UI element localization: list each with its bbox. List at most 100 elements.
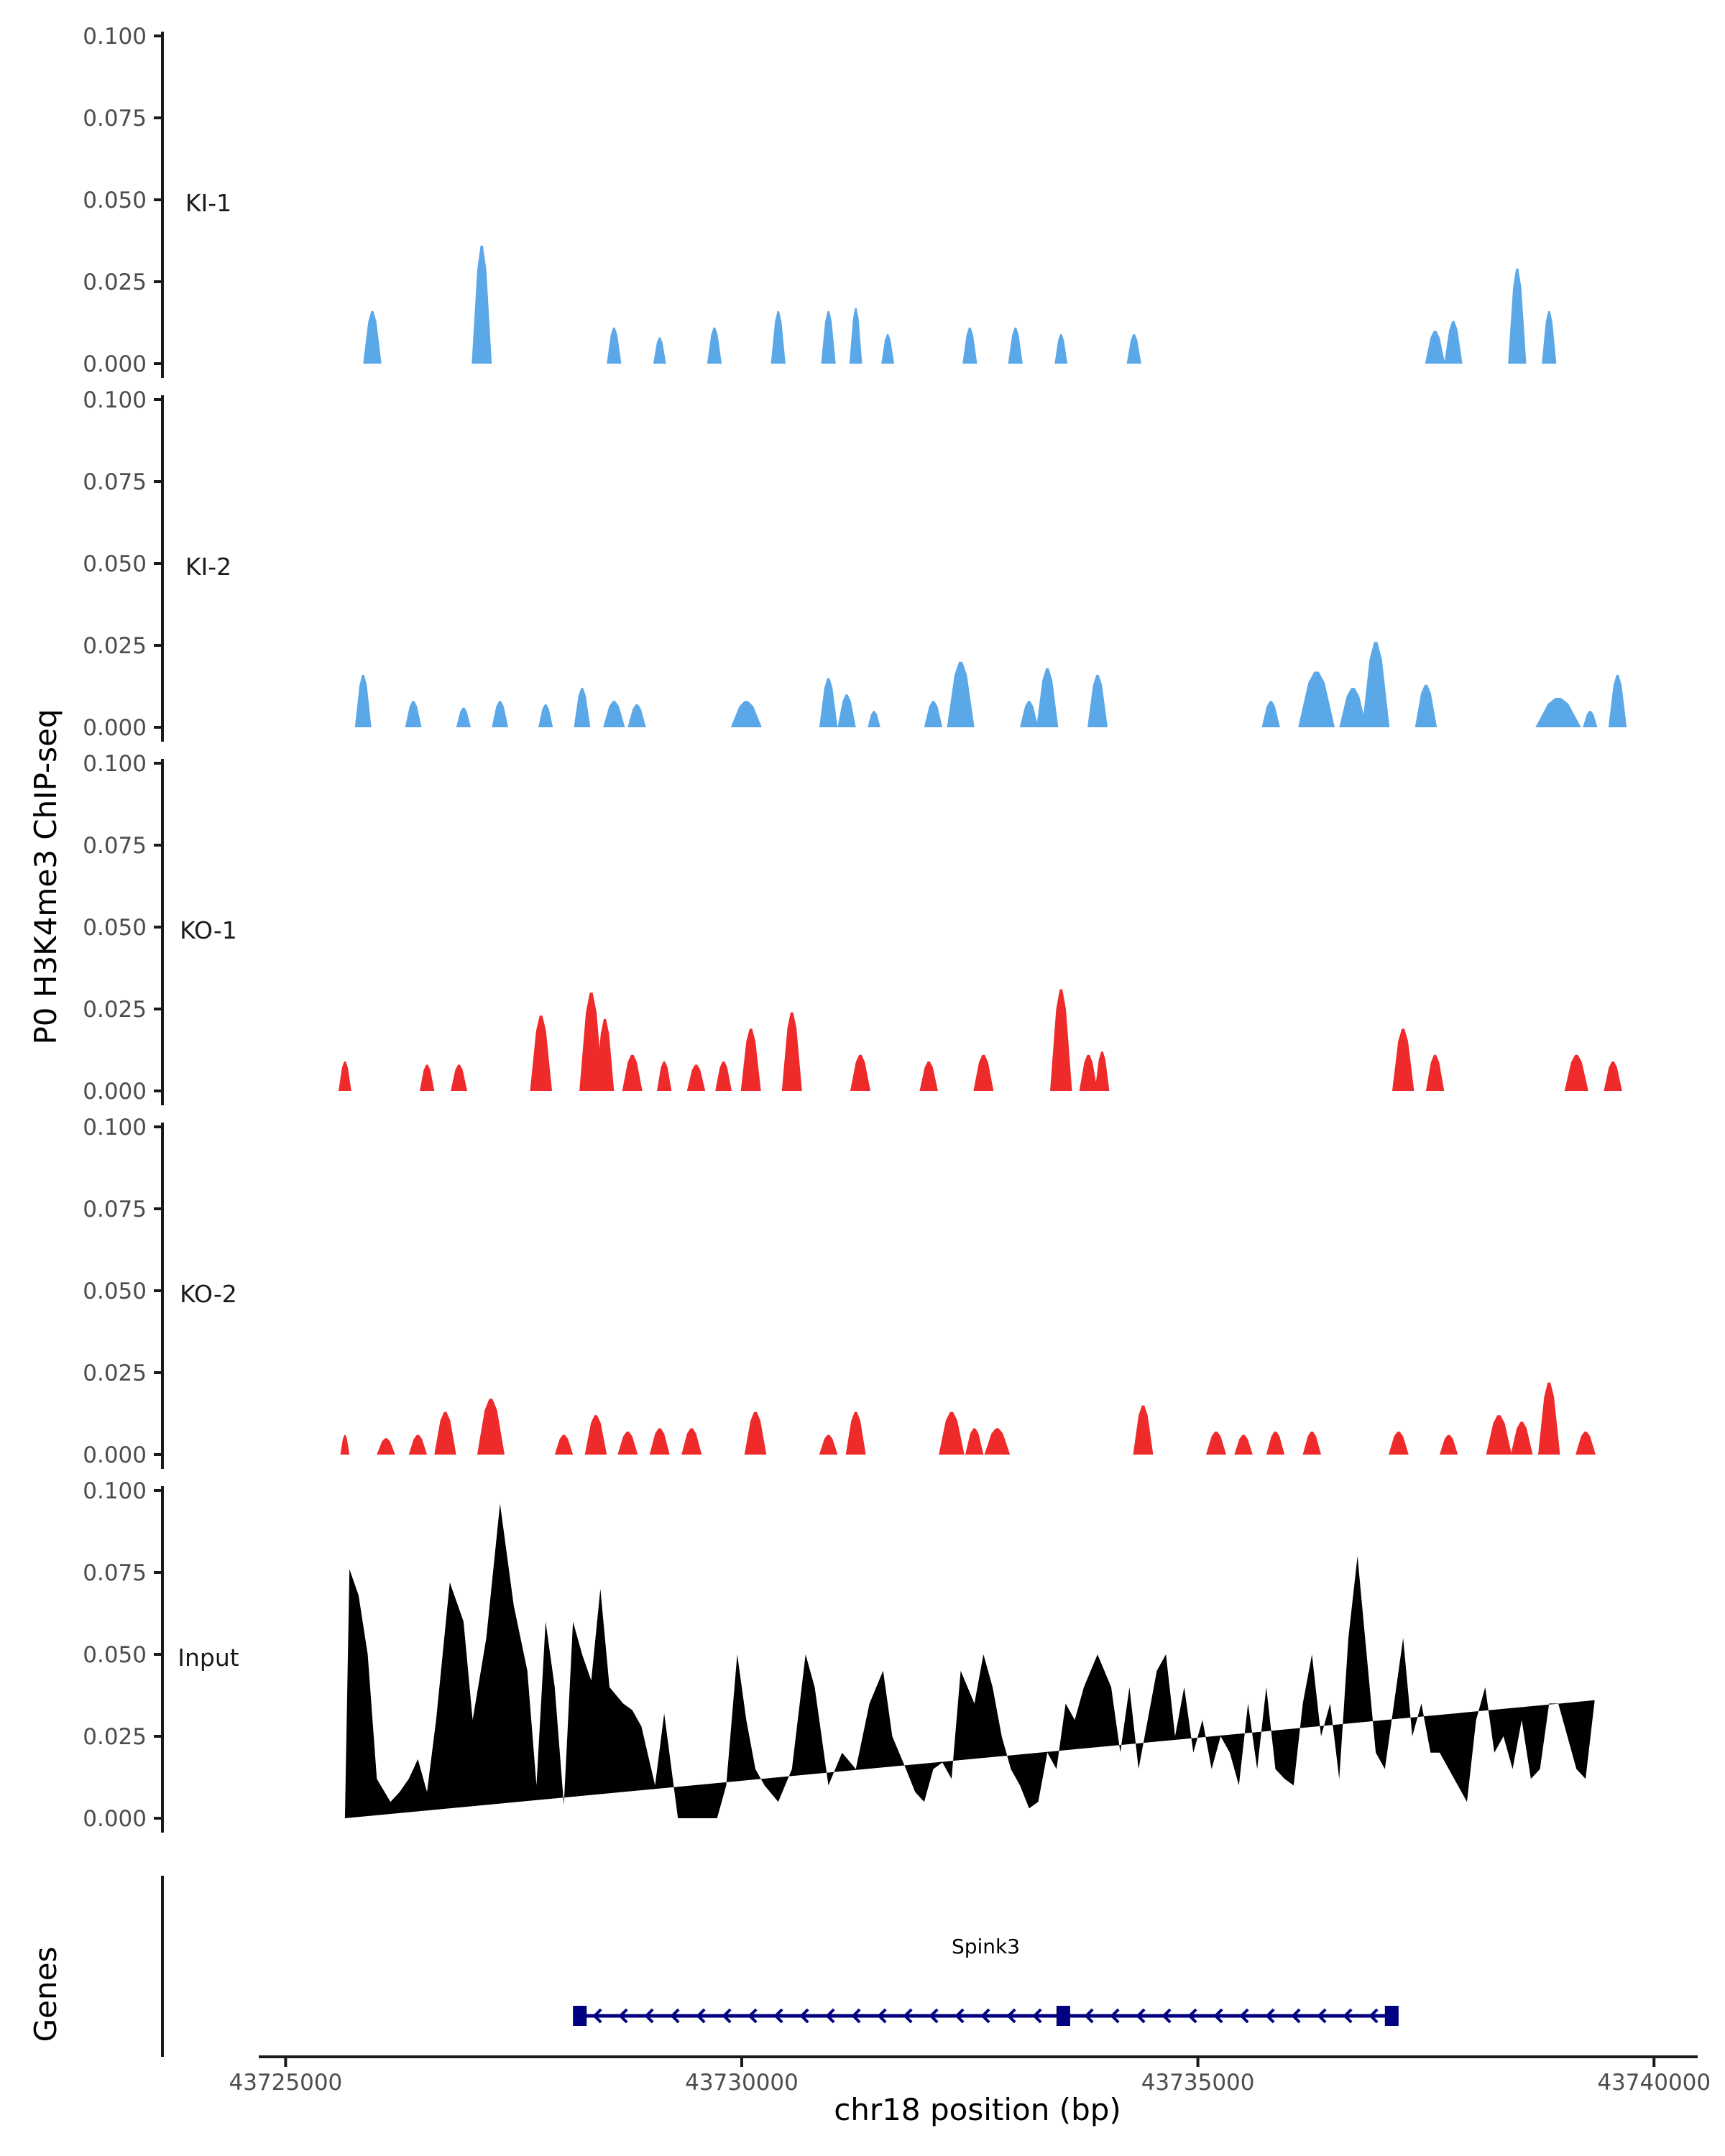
strand-arrow-icon <box>903 2008 913 2024</box>
strand-arrow-icon <box>1032 2008 1042 2024</box>
strand-arrow-icon <box>644 2008 654 2024</box>
coverage-peak <box>622 1054 643 1091</box>
strand-arrow-icon <box>851 2008 861 2024</box>
coverage-peak <box>1234 1434 1253 1455</box>
track-ko-2: 0.000 0.025 0.050 0.075 0.100 KO-2 <box>83 1115 1596 1469</box>
y-tick-label: 0.025 <box>83 270 147 295</box>
coverage-peak <box>740 1028 761 1091</box>
strand-arrow-icon <box>1006 2008 1016 2024</box>
y-tick-label: 0.100 <box>83 387 147 413</box>
coverage-peak <box>1425 331 1445 364</box>
coverage-peak <box>1535 698 1581 727</box>
y-tick-label: 0.025 <box>83 997 147 1023</box>
coverage-peak <box>1266 1432 1285 1455</box>
coverage-peak <box>1440 1434 1458 1455</box>
y-tick-label: 0.050 <box>83 1642 147 1668</box>
gene-exon <box>1384 2006 1399 2026</box>
coverage-peak <box>420 1064 435 1091</box>
coverage-peak <box>363 311 382 364</box>
y-tick-label: 0.075 <box>83 106 147 132</box>
coverage-peak <box>1444 321 1463 364</box>
coverage-peak <box>1095 1051 1110 1091</box>
track-ko-1: 0.000 0.025 0.050 0.075 0.100 KO-1 <box>83 751 1622 1105</box>
x-axis: 43725000 43730000 43735000 43740000 <box>229 2055 1711 2096</box>
strand-arrow-icon <box>1136 2008 1146 2024</box>
coverage-area <box>344 1503 1595 1818</box>
y-tick-label: 0.100 <box>83 1478 147 1504</box>
coverage-peak <box>649 1428 670 1455</box>
coverage-peak <box>340 1434 350 1455</box>
coverage-peak <box>1608 675 1627 727</box>
x-tick-label: 43740000 <box>1597 2070 1711 2096</box>
y-tick-label: 0.075 <box>83 833 147 859</box>
track-ki-2: 0.000 0.025 0.050 0.075 0.100 KI-2 <box>83 387 1627 742</box>
y-tick-label: 0.000 <box>83 1079 147 1105</box>
strand-arrow-icon <box>696 2008 706 2024</box>
coverage-peak <box>821 311 836 364</box>
coverage-peak <box>686 1064 706 1091</box>
coverage-peak <box>730 701 762 727</box>
coverage-peak <box>492 701 509 727</box>
coverage-peak <box>554 1434 574 1455</box>
y-tick-label: 0.050 <box>83 188 147 213</box>
strand-arrow-icon <box>954 2008 965 2024</box>
coverage-peak <box>1020 701 1039 727</box>
y-tick-label: 0.050 <box>83 551 147 577</box>
strand-arrow-icon <box>1343 2008 1353 2024</box>
track-label: Input <box>178 1644 239 1672</box>
coverage-peak <box>1298 671 1335 727</box>
coverage-peak <box>681 1428 702 1455</box>
coverage-peak <box>1425 1054 1445 1091</box>
coverage-peak <box>584 1415 607 1455</box>
y-tick-label: 0.025 <box>83 1724 147 1750</box>
coverage-peak <box>744 1411 767 1455</box>
coverage-peak <box>1079 1054 1098 1091</box>
coverage-peak <box>354 675 372 727</box>
y-tick-label: 0.025 <box>83 1360 147 1386</box>
coverage-peak <box>653 337 666 364</box>
y-tick-label: 0.075 <box>83 469 147 495</box>
strand-arrow-icon <box>1084 2008 1094 2024</box>
gene-label: Spink3 <box>952 1935 1020 1958</box>
coverage-peak <box>579 992 604 1091</box>
coverage-peak <box>849 308 862 364</box>
coverage-peak <box>1576 1432 1596 1455</box>
coverage-peak <box>530 1015 552 1091</box>
coverage-peak <box>919 1061 938 1091</box>
y-tick-label: 0.000 <box>83 1806 147 1832</box>
coverage-peak <box>377 1438 395 1455</box>
genes-axis-title: Genes <box>28 1947 63 2042</box>
coverage-peak <box>1036 668 1059 727</box>
genes-panel: Spink3 <box>161 1876 1399 2057</box>
strand-arrow-icon <box>1368 2008 1379 2024</box>
strand-arrow-icon <box>1213 2008 1223 2024</box>
coverage-peak <box>1302 1432 1321 1455</box>
coverage-peak <box>1054 334 1068 364</box>
coverage-peak <box>1542 311 1557 364</box>
coverage-peak <box>434 1411 456 1455</box>
coverage-peak <box>451 1064 467 1091</box>
coverage-peak <box>924 701 943 727</box>
coverage-peak <box>819 678 838 727</box>
coverage-peak <box>973 1054 994 1091</box>
y-tick-label: 0.000 <box>83 715 147 741</box>
coverage-peak <box>1339 688 1367 727</box>
coverage-peak <box>850 1054 870 1091</box>
coverage-peak <box>1538 1382 1560 1455</box>
y-tick-label: 0.075 <box>83 1560 147 1586</box>
coverage-peak <box>881 334 894 364</box>
track-label: KI-1 <box>185 189 231 217</box>
coverage-peak <box>574 688 591 727</box>
coverage-peak <box>339 1061 351 1091</box>
coverage-peak <box>1583 711 1598 727</box>
coverage-peak <box>819 1434 838 1455</box>
strand-arrow-icon <box>1291 2008 1301 2024</box>
coverage-peak <box>617 1432 638 1455</box>
track-label: KO-1 <box>180 916 237 944</box>
coverage-tracks: 0.0000.0250.0500.0750.100KI-10.0000.0250… <box>83 24 1627 1833</box>
track-label: KI-2 <box>185 553 231 581</box>
y-tick-label: 0.100 <box>83 24 147 50</box>
strand-arrow-icon <box>825 2008 835 2024</box>
coverage-peak <box>603 701 625 727</box>
strand-arrow-icon <box>722 2008 732 2024</box>
